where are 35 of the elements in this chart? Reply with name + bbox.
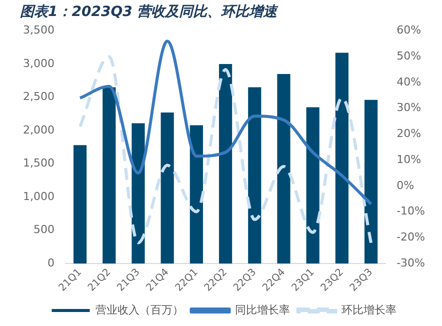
legend-label: 营业收入（百万） xyxy=(95,303,184,316)
y2-tick-label: 50% xyxy=(396,50,422,63)
line-series xyxy=(78,55,373,244)
y2-tick-label: -10% xyxy=(396,204,426,218)
y-tick-label: 3,000 xyxy=(22,56,54,70)
y-tick-label: 0 xyxy=(47,256,54,270)
chart-title: 图表1：2023Q3 营收及同比、环比增速 xyxy=(20,4,280,20)
bar xyxy=(277,74,290,264)
y2-tick-label: -30% xyxy=(396,256,426,270)
bar xyxy=(248,87,262,264)
y-tick-label: 2,000 xyxy=(22,123,54,136)
y2-tick-label: 40% xyxy=(396,75,422,88)
bar xyxy=(218,64,232,264)
y2-tick-label: 60% xyxy=(396,24,422,37)
bar xyxy=(306,107,320,264)
y-tick-label: 1,000 xyxy=(22,190,54,203)
y2-tick-label: 20% xyxy=(396,127,422,140)
legend-label: 同比增长率 xyxy=(234,303,290,316)
line-series xyxy=(78,40,373,206)
legend-label: 环比增长率 xyxy=(341,303,396,316)
y2-tick-label: 30% xyxy=(396,101,422,114)
y-tick-label: 3,500 xyxy=(22,24,54,37)
bar xyxy=(335,52,348,264)
bar xyxy=(73,145,87,264)
y2-tick-label: -20% xyxy=(396,230,426,244)
y2-tick-label: 0% xyxy=(396,178,414,192)
y-tick-label: 2,500 xyxy=(22,90,54,104)
bar xyxy=(160,112,174,264)
bar xyxy=(364,100,378,264)
bar xyxy=(190,125,203,264)
y-tick-label: 500 xyxy=(33,223,54,236)
bar xyxy=(102,87,116,264)
bar xyxy=(132,123,145,264)
y2-tick-label: 10% xyxy=(396,152,422,166)
y-tick-label: 1,500 xyxy=(22,156,54,170)
